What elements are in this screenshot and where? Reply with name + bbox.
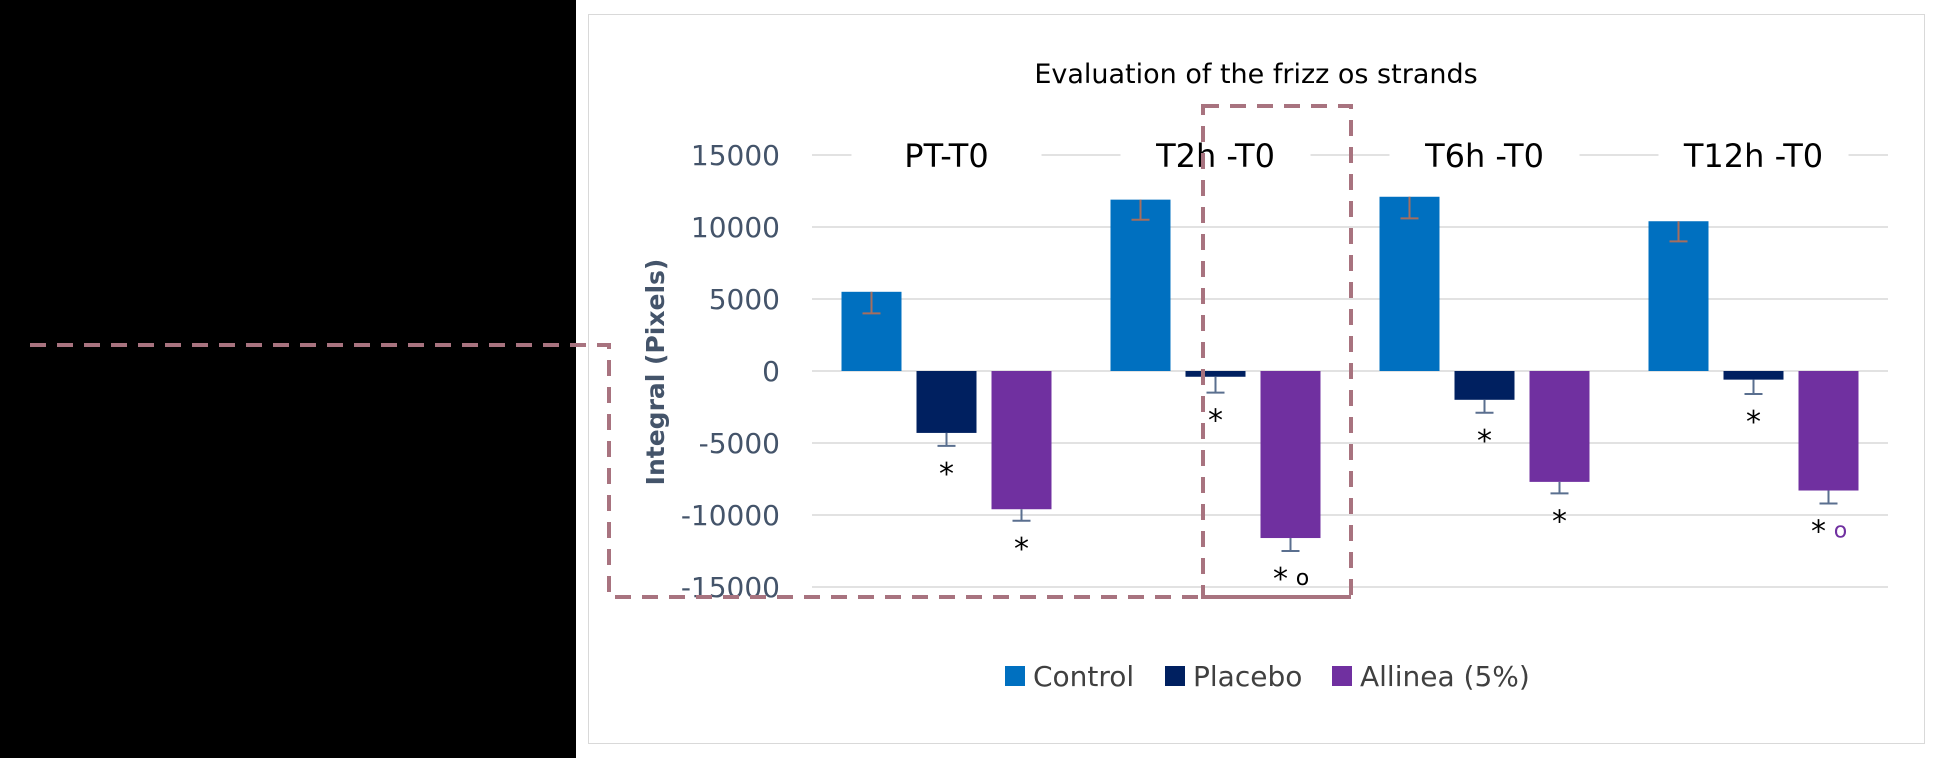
category-label: T12h -T0	[1683, 137, 1823, 175]
chart-title: Evaluation of the frizz os strands	[1034, 59, 1477, 90]
black-panel	[0, 0, 576, 758]
category-label: T2h -T0	[1155, 137, 1275, 175]
y-tick-label: -5000	[699, 427, 780, 460]
bar	[1454, 371, 1515, 400]
y-axis-ticks: 15000 10000 5000 0 -5000 -10000 -15000	[681, 139, 780, 604]
chart-border	[588, 14, 1925, 744]
error-bars	[862, 196, 1838, 552]
y-tick-label: 5000	[709, 283, 780, 316]
bar	[1798, 371, 1859, 491]
y-axis-label: Integral (Pixels)	[641, 259, 670, 486]
chart-area	[576, 0, 1937, 758]
y-tick-label: 0	[762, 355, 780, 388]
legend-swatch	[1165, 666, 1185, 686]
legend-label: Control	[1033, 660, 1134, 693]
category-label: PT-T0	[904, 137, 988, 175]
y-tick-label: 10000	[691, 211, 780, 244]
significance-star: *	[1746, 405, 1761, 440]
category-label-bg	[1658, 133, 1849, 177]
bar	[1648, 221, 1709, 371]
bar	[1723, 371, 1784, 380]
category-label: T6h -T0	[1424, 137, 1544, 175]
category-label-bg	[851, 133, 1042, 177]
significance-star: *	[1273, 562, 1288, 597]
significance-markers: * * * * o * * * * o	[939, 404, 1847, 597]
significance-star: *	[1552, 504, 1567, 539]
legend-label: Allinea (5%)	[1360, 660, 1530, 693]
category-label-bg	[1389, 133, 1580, 177]
significance-star: *	[1208, 404, 1223, 439]
legend-swatch	[1005, 666, 1025, 686]
bar	[1185, 371, 1246, 377]
y-tick-label: 15000	[691, 139, 780, 172]
y-tick-label: -15000	[681, 571, 780, 604]
significance-circle: o	[1834, 518, 1847, 543]
legend-label: Placebo	[1193, 660, 1302, 693]
significance-star: *	[1477, 424, 1492, 459]
significance-star: *	[1014, 532, 1029, 567]
bar	[1379, 196, 1440, 371]
legend: Control Placebo Allinea (5%)	[1005, 660, 1530, 693]
bar	[916, 371, 977, 433]
legend-swatch	[1332, 666, 1352, 686]
dashed-highlight	[30, 104, 1353, 599]
bar	[1529, 371, 1590, 482]
bar	[1260, 371, 1321, 539]
bars	[841, 196, 1859, 539]
bar	[991, 371, 1052, 510]
significance-star: *	[1811, 514, 1826, 549]
bar	[1110, 199, 1171, 371]
y-tick-label: -10000	[681, 499, 780, 532]
category-label-bg	[1120, 133, 1311, 177]
significance-star: *	[939, 457, 954, 492]
category-labels: PT-T0 T2h -T0 T6h -T0 T12h -T0	[851, 133, 1849, 177]
significance-circle: o	[1296, 566, 1309, 591]
